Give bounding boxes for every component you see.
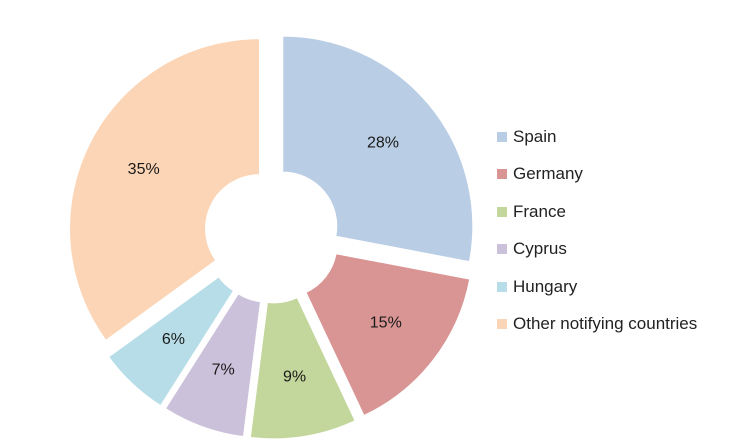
data-label-france: 9% (283, 368, 306, 385)
chart-legend: Spain Germany France Cyprus Hungary Other not… (497, 118, 697, 343)
data-label-cyprus: 7% (212, 362, 235, 379)
pie-slices (69, 35, 474, 440)
legend-label: France (513, 201, 566, 221)
legend-item-other-notifying-countries: Other notifying countries (497, 306, 697, 344)
slice-cyprus (164, 293, 262, 438)
legend-label: Other notifying countries (513, 314, 698, 334)
legend-label: Spain (513, 126, 557, 146)
legend-item-spain: Spain (497, 118, 697, 156)
legend-swatch (497, 244, 507, 255)
data-label-spain: 28% (367, 134, 399, 151)
slice-france (249, 297, 356, 440)
legend-label: Hungary (513, 276, 578, 296)
legend-item-germany: Germany (497, 156, 697, 194)
legend-swatch (497, 281, 507, 292)
legend-swatch (497, 206, 507, 217)
legend-item-hungary: Hungary (497, 268, 697, 306)
slice-other-notifying-countries (69, 38, 261, 342)
legend-item-france: France (497, 193, 697, 231)
data-label-hungary: 6% (162, 331, 185, 348)
legend-item-cyprus: Cyprus (497, 231, 697, 269)
slice-labels: 28% 15% 9% 7% 6% 35% (128, 134, 402, 385)
legend-swatch (497, 169, 507, 180)
data-label-germany: 15% (370, 314, 402, 331)
data-label-other-notifying-countries: 35% (128, 161, 160, 178)
legend-label: Germany (513, 164, 583, 184)
slice-spain (282, 35, 474, 263)
legend-label: Cyprus (513, 239, 567, 259)
slice-hungary (108, 276, 235, 407)
legend-swatch (497, 131, 507, 142)
legend-swatch (497, 319, 507, 330)
slice-germany (305, 253, 471, 417)
